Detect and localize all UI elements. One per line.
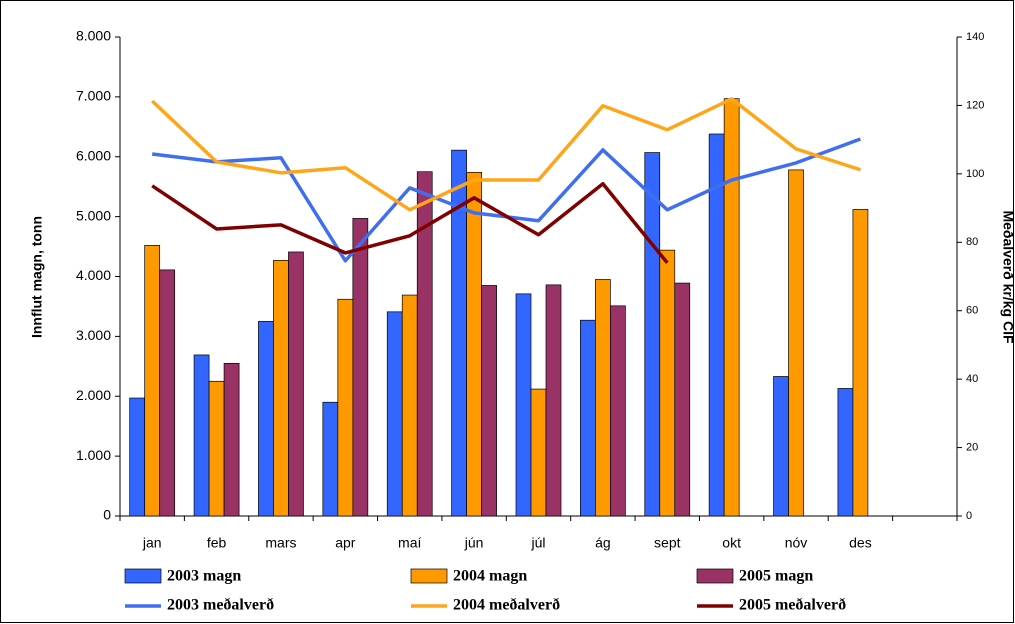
bar [129, 397, 146, 517]
y2-tick-label: 0 [966, 510, 972, 522]
legend-label: 2003 magn [167, 568, 241, 585]
y2-tick-label: 20 [966, 441, 978, 453]
line [151, 182, 669, 264]
legend-label: 2003 meðalverð [167, 597, 274, 614]
bar [545, 284, 562, 517]
x-tick-label: jún [464, 535, 484, 551]
bar [288, 251, 304, 517]
bar [610, 305, 626, 517]
legend-label: 2005 magn [739, 568, 813, 585]
legend-label: 2004 meðalverð [453, 597, 560, 614]
bar [852, 209, 869, 517]
x-tick-label: júl [530, 535, 545, 551]
bar [208, 380, 225, 517]
y-axis-title: Innflut magn, tonn [29, 216, 45, 338]
bar [530, 388, 547, 517]
bar [223, 362, 240, 517]
y-tick-label: 3.000 [76, 327, 111, 343]
x-tick-label: feb [207, 535, 227, 551]
legend-swatch [696, 568, 734, 584]
y2-tick-label: 140 [966, 31, 984, 43]
bar [580, 319, 596, 517]
bar [401, 294, 418, 517]
y-tick-label: 2.000 [76, 387, 111, 403]
bar [322, 401, 339, 517]
bar [352, 218, 369, 517]
y-tick-label: 7.000 [76, 88, 111, 104]
bar [481, 285, 497, 517]
y-tick-label: 5.000 [76, 207, 111, 223]
bar [386, 311, 403, 517]
x-tick-label: apr [335, 535, 356, 551]
bar [837, 388, 854, 517]
y-tick-label: 8.000 [76, 28, 111, 44]
bar [193, 354, 210, 517]
legend-swatch [124, 568, 162, 584]
bar [723, 98, 740, 517]
legend-swatch [410, 568, 448, 584]
bar [515, 293, 532, 517]
bar [644, 152, 661, 517]
bar [466, 171, 482, 517]
bar [773, 376, 789, 517]
y-tick-label: 6.000 [76, 147, 111, 163]
y2-tick-label: 40 [966, 373, 978, 385]
bar [416, 171, 433, 517]
y2-tick-label: 60 [966, 305, 978, 317]
bar [659, 249, 676, 517]
bar [144, 245, 161, 517]
y-tick-label: 1.000 [76, 447, 111, 463]
y2-tick-label: 100 [966, 168, 984, 180]
legend-label: 2004 magn [453, 568, 527, 585]
bar [258, 321, 274, 517]
x-tick-label: mars [265, 535, 296, 551]
y2-axis-title: Meðalverð kr/kg CIF [1000, 210, 1015, 343]
bar [674, 282, 691, 517]
line [150, 97, 861, 212]
x-tick-label: jan [142, 535, 162, 551]
x-tick-label: maí [398, 535, 421, 551]
x-tick-label: sept [654, 535, 681, 551]
bar [788, 169, 804, 517]
x-tick-label: ág [595, 535, 611, 551]
bar [159, 269, 176, 517]
bar [337, 298, 354, 517]
y2-tick-label: 80 [966, 236, 978, 248]
y-tick-label: 0 [103, 507, 111, 523]
legend-label: 2005 meðalverð [739, 597, 846, 614]
y2-tick-label: 120 [966, 99, 984, 111]
x-tick-label: des [849, 535, 872, 551]
bar [273, 259, 289, 517]
x-tick-label: nóv [785, 535, 808, 551]
x-tick-label: okt [722, 535, 741, 551]
y-tick-label: 4.000 [76, 267, 111, 283]
bar [595, 279, 611, 517]
